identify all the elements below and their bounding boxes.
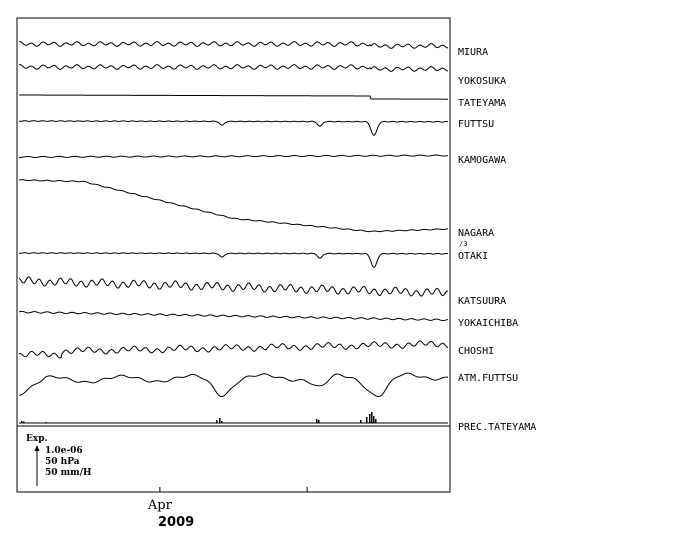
trace-choshi xyxy=(18,340,449,359)
trace-miura xyxy=(18,41,449,49)
station-label-otaki: OTAKI xyxy=(458,251,488,262)
precip-bar xyxy=(216,420,218,423)
trace-yokaichiba xyxy=(18,310,449,322)
station-label-yokosuka: YOKOSUKA xyxy=(458,76,506,87)
precip-bar xyxy=(369,414,371,423)
trace-kamogawa xyxy=(18,154,449,158)
trace-nagara xyxy=(18,179,449,233)
trace-otaki xyxy=(18,252,449,269)
year-label: 2009 xyxy=(158,515,194,530)
station-label-miura: MIURA xyxy=(458,47,488,58)
scale-legend-title: Exp. xyxy=(26,434,48,444)
precip-bar xyxy=(45,422,47,423)
station-label-nagara: NAGARA xyxy=(458,228,494,239)
trace-futtsu xyxy=(18,120,449,137)
precip-bar xyxy=(21,421,23,423)
station-label-futtsu: FUTTSU xyxy=(458,119,494,130)
precip-bar xyxy=(318,420,320,423)
station-labels: MIURA YOKOSUKA TATEYAMA FUTTSU KAMOGAWA NAGAR… xyxy=(458,47,536,433)
scale-legend-pressure: 50 hPa xyxy=(45,457,80,467)
x-axis: Apr xyxy=(147,487,308,513)
trace-tateyama xyxy=(19,94,448,100)
precip-bar xyxy=(366,417,368,423)
precip-bar xyxy=(316,419,318,423)
station-label-kamogawa: KAMOGAWA xyxy=(458,155,506,166)
scale-legend-strain: 1.0e-06 xyxy=(45,446,83,456)
station-label-prec-tateyama: PREC.TATEYAMA xyxy=(458,422,536,433)
scale-legend-precip: 50 mm/H xyxy=(45,468,92,478)
station-label-yokaichiba: YOKAICHIBA xyxy=(458,318,518,329)
x-tick-label: Apr xyxy=(147,498,173,513)
station-label-atm-futtsu: ATM.FUTTSU xyxy=(458,373,518,384)
station-label-katsuura: KATSUURA xyxy=(458,296,506,307)
trace-atm-futtsu xyxy=(18,372,449,398)
precip-bar xyxy=(360,420,362,423)
trace-katsuura xyxy=(18,276,449,297)
station-label-tateyama: TATEYAMA xyxy=(458,98,506,109)
scale-arrow-head xyxy=(34,445,40,451)
precip-bar xyxy=(221,421,223,423)
scale-legend: Exp. 1.0e-06 50 hPa 50 mm/H xyxy=(26,434,92,486)
traces xyxy=(18,41,449,424)
precip-bar xyxy=(371,412,373,423)
precip-bar xyxy=(219,418,221,423)
trace-yokosuka xyxy=(18,64,449,72)
precip-bar xyxy=(373,416,375,423)
precip-bar xyxy=(23,421,25,423)
plot-frame xyxy=(16,17,451,493)
station-label-choshi: CHOSHI xyxy=(458,346,494,357)
precip-bar xyxy=(375,419,377,423)
scale-note-nagara: /3 xyxy=(459,240,467,248)
